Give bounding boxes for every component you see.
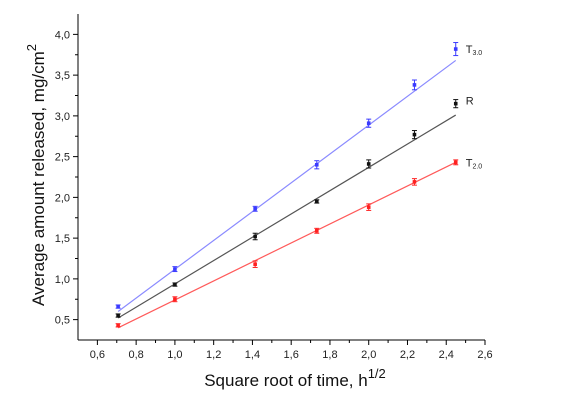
point-marker [412,83,417,87]
data-point-r [115,313,121,318]
series-label-t30: T3.0 [466,44,483,57]
y-ticks: 0,5 1,0 1,5 2,0 2,5 3,0 3,5 4,0 [55,29,78,327]
point-marker [314,228,319,233]
x-tick-label: 1,4 [245,349,260,361]
data-point-r [314,199,320,204]
data-point-t20 [252,260,258,268]
data-point-r [453,99,459,109]
series-label-t20: T2.0 [466,157,483,170]
point-marker [453,47,458,51]
data-point-r [252,232,258,241]
x-axis-label: Square root of time, h1/2 [204,366,386,390]
x-tick-label: 2,2 [400,349,415,361]
point-marker [116,304,120,309]
x-tick-label: 1,0 [167,349,182,361]
point-marker [412,180,417,184]
x-tick-label: 2,4 [439,349,454,361]
point-marker [116,323,120,328]
fit-line-r [117,114,457,319]
data-point-t30 [411,79,417,91]
y-tick-label: 3,5 [55,70,70,82]
x-tick-label: 0,6 [90,349,105,361]
data-point-t30 [115,304,121,309]
x-ticks: 0,6 0,8 1,0 1,2 1,4 1,6 1,8 2,0 2,2 2,4 2,6 [90,340,493,361]
point-marker [253,206,257,211]
point-marker [173,267,177,271]
point-marker [412,132,417,137]
data-point-r [366,159,372,169]
series-label-r: R [466,96,474,108]
x-tick-label: 2,0 [361,349,376,361]
point-marker [173,297,177,302]
y-tick-label: 4,0 [55,29,70,41]
y-tick-label: 2,5 [55,152,70,164]
point-marker [366,162,371,166]
point-marker [253,262,257,267]
x-tick-label: 0,8 [128,349,143,361]
data-point-t20 [411,178,417,186]
axes [77,14,485,341]
y-tick-label: 2,0 [55,192,70,204]
y-tick-label: 1,0 [55,274,70,286]
data-point-t30 [366,118,372,128]
y-tick-label: 0,5 [55,315,70,327]
fit-line-t20 [117,161,456,329]
point-marker [314,162,319,167]
x-tick-label: 2,6 [477,349,492,361]
data-point-t30 [314,160,320,170]
point-marker [314,199,319,204]
y-tick-label: 3,0 [55,111,70,123]
fit-line-t30 [117,59,457,312]
data-point-t30 [453,42,459,57]
point-marker [173,282,177,287]
data-point-r [411,130,417,140]
point-marker [453,160,458,165]
fit-lines [117,59,457,329]
point-marker [366,121,371,126]
y-axis-label: Average amount released, mg/cm2 [24,44,48,306]
x-axis-label-superscript: 1/2 [368,366,386,381]
data-points [115,42,459,328]
y-axis-label-superscript: 2 [24,44,39,51]
data-point-t30 [172,266,178,273]
x-tick-label: 1,2 [206,349,221,361]
data-point-r [172,282,178,287]
point-marker [116,313,120,318]
data-point-t30 [252,205,258,212]
point-marker [453,101,458,106]
series-labels: T3.0 R T2.0 [466,44,483,170]
point-marker [366,205,371,209]
data-point-t20 [314,227,320,234]
data-point-t20 [172,296,178,303]
data-point-t20 [366,203,372,211]
data-point-t20 [453,159,459,166]
x-tick-label: 1,6 [284,349,299,361]
y-tick-label: 1,5 [55,233,70,245]
data-point-t20 [115,323,121,328]
x-tick-label: 1,8 [322,349,337,361]
point-marker [253,234,257,239]
